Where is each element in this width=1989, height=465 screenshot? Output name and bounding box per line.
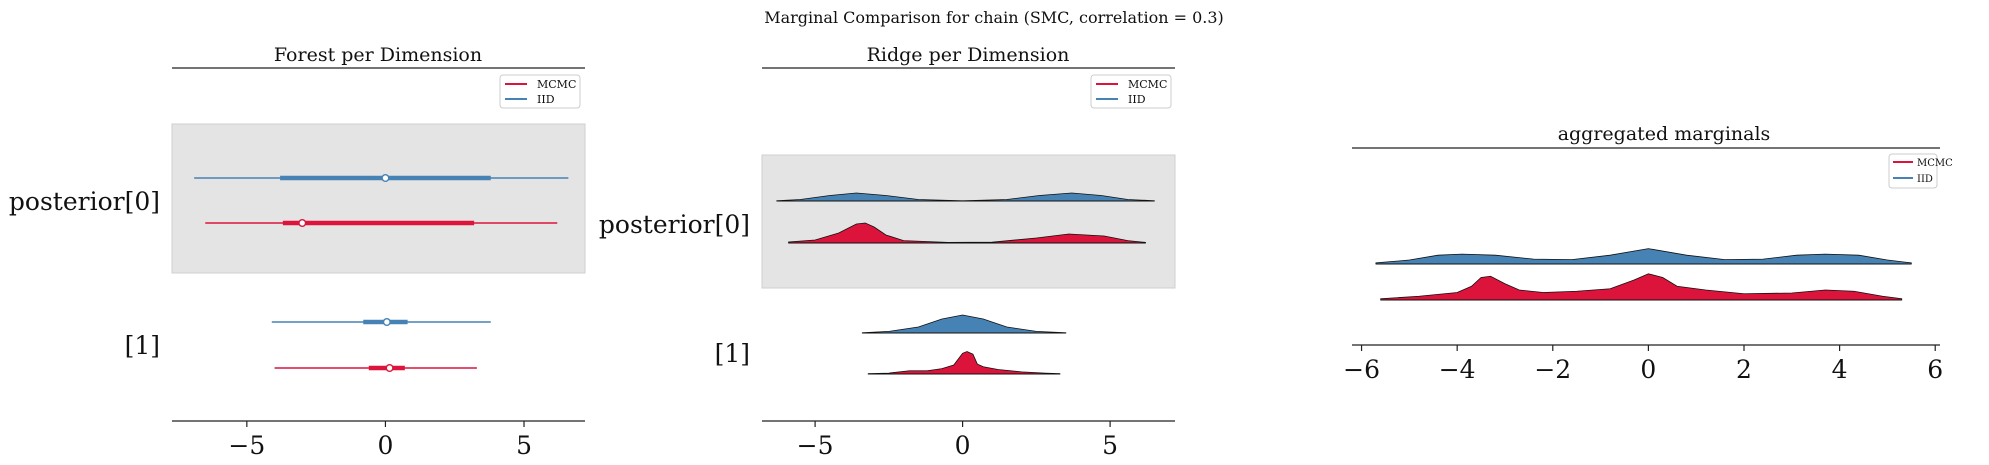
ridge-xticks: −5 0 5 bbox=[797, 421, 1118, 460]
ridge-legend-iid-label: IID bbox=[1128, 93, 1146, 106]
forest-legend-iid-label: IID bbox=[537, 93, 555, 106]
ridge-legend-mcmc-label: MCMC bbox=[1128, 78, 1167, 91]
aggregated-mcmc-density bbox=[1380, 273, 1903, 301]
aggregated-legend-iid-label: IID bbox=[1917, 174, 1933, 185]
ridge-row1-iid-density bbox=[861, 314, 1067, 334]
ridge-row-label-posterior-0: posterior[0] bbox=[599, 210, 750, 239]
aggregated-tick-label: 6 bbox=[1927, 355, 1943, 384]
aggregated-panel: aggregated marginals −6 −4 −2 0 2 4 6 MCMC IID bbox=[1343, 123, 1953, 384]
forest-row0-iid-center-point bbox=[381, 173, 390, 182]
ridge-title: Ridge per Dimension bbox=[867, 44, 1070, 66]
forest-row-label-posterior-0: posterior[0] bbox=[9, 187, 160, 216]
ridge-tick-label: 5 bbox=[1102, 431, 1118, 460]
ridge-tick-label: −5 bbox=[797, 431, 834, 460]
forest-row0-mcmc-center-point bbox=[298, 218, 307, 227]
aggregated-xticks: −6 −4 −2 0 2 4 6 bbox=[1343, 345, 1943, 384]
forest-tick-label: 0 bbox=[377, 431, 393, 460]
forest-band-posterior-0 bbox=[171, 123, 586, 274]
forest-legend-mcmc-label: MCMC bbox=[537, 78, 576, 91]
aggregated-tick-label: 4 bbox=[1832, 355, 1848, 384]
forest-panel: Forest per Dimension posterior[0] [1] −5… bbox=[9, 44, 586, 460]
forest-row1-mcmc-center-point bbox=[385, 364, 394, 373]
forest-row-label-1: [1] bbox=[125, 331, 160, 360]
aggregated-iid-density bbox=[1375, 248, 1912, 265]
forest-tick-label: −5 bbox=[228, 431, 265, 460]
ridge-row-label-1: [1] bbox=[715, 339, 750, 368]
ridge-marks bbox=[776, 192, 1155, 375]
aggregated-legend: MCMC IID bbox=[1888, 153, 1953, 189]
forest-legend: MCMC IID bbox=[499, 74, 581, 109]
ridge-panel: Ridge per Dimension posterior[0] [1] −5 0… bbox=[599, 44, 1176, 460]
ridge-row0-mcmc-density bbox=[788, 222, 1146, 244]
aggregated-tick-label: 2 bbox=[1736, 355, 1752, 384]
ridge-row1-mcmc-density bbox=[867, 351, 1061, 375]
forest-row1-iid-center-point bbox=[382, 318, 391, 327]
ridge-band-posterior-0 bbox=[761, 154, 1176, 289]
aggregated-tick-label: −6 bbox=[1343, 355, 1380, 384]
aggregated-tick-label: −4 bbox=[1439, 355, 1476, 384]
aggregated-tick-label: −2 bbox=[1534, 355, 1571, 384]
forest-tick-label: 5 bbox=[516, 431, 532, 460]
aggregated-tick-label: 0 bbox=[1640, 355, 1656, 384]
aggregated-legend-mcmc-label: MCMC bbox=[1917, 158, 1953, 169]
figure-suptitle: Marginal Comparison for chain (SMC, corr… bbox=[764, 8, 1224, 27]
ridge-row0-iid-density bbox=[776, 192, 1155, 202]
forest-xticks: −5 0 5 bbox=[228, 421, 532, 460]
aggregated-marks bbox=[1375, 248, 1912, 301]
forest-title: Forest per Dimension bbox=[274, 44, 482, 66]
aggregated-title: aggregated marginals bbox=[1558, 123, 1771, 145]
ridge-tick-label: 0 bbox=[955, 431, 971, 460]
forest-marks bbox=[194, 173, 569, 373]
ridge-legend: MCMC IID bbox=[1090, 74, 1172, 109]
